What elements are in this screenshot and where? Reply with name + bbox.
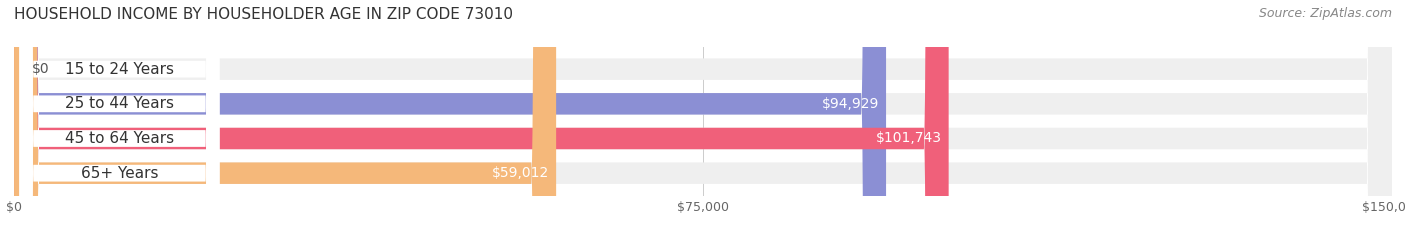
Text: $101,743: $101,743 (876, 131, 942, 145)
FancyBboxPatch shape (14, 0, 1392, 233)
FancyBboxPatch shape (14, 0, 1392, 233)
FancyBboxPatch shape (20, 0, 219, 233)
Text: 25 to 44 Years: 25 to 44 Years (65, 96, 174, 111)
FancyBboxPatch shape (20, 0, 219, 233)
Text: $94,929: $94,929 (821, 97, 879, 111)
FancyBboxPatch shape (14, 0, 557, 233)
Text: $0: $0 (32, 62, 49, 76)
FancyBboxPatch shape (20, 0, 219, 233)
Text: 45 to 64 Years: 45 to 64 Years (65, 131, 174, 146)
Text: 15 to 24 Years: 15 to 24 Years (65, 62, 174, 77)
Text: $59,012: $59,012 (492, 166, 550, 180)
FancyBboxPatch shape (14, 0, 1392, 233)
FancyBboxPatch shape (20, 0, 219, 233)
FancyBboxPatch shape (14, 0, 1392, 233)
Text: Source: ZipAtlas.com: Source: ZipAtlas.com (1258, 7, 1392, 20)
Text: 65+ Years: 65+ Years (80, 166, 159, 181)
FancyBboxPatch shape (14, 0, 949, 233)
FancyBboxPatch shape (14, 0, 886, 233)
Text: HOUSEHOLD INCOME BY HOUSEHOLDER AGE IN ZIP CODE 73010: HOUSEHOLD INCOME BY HOUSEHOLDER AGE IN Z… (14, 7, 513, 22)
